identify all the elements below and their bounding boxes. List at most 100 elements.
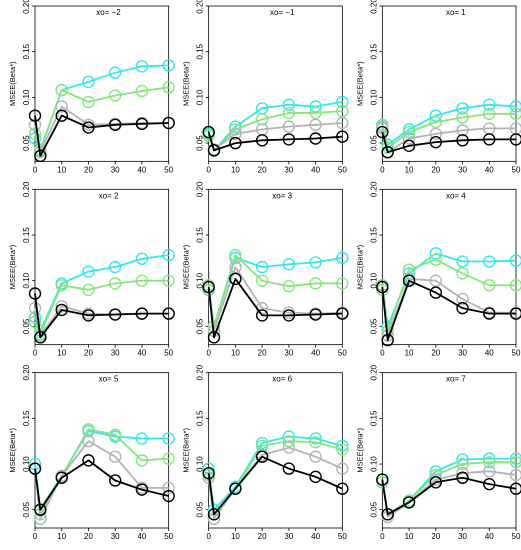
data-point — [483, 133, 496, 146]
data-point — [82, 309, 95, 322]
data-point — [229, 127, 242, 141]
data-point — [162, 452, 175, 465]
plot-frame — [34, 5, 170, 162]
data-point — [55, 300, 68, 313]
x-tick-label: 40 — [137, 532, 146, 541]
y-tick-label: 0.15 — [196, 410, 205, 426]
plot-frame — [208, 5, 343, 162]
y-tick-label: 0.10 — [196, 456, 205, 472]
x-tick-label: 30 — [111, 165, 120, 174]
data-point — [282, 434, 296, 448]
data-point — [34, 503, 47, 516]
x-tick-label: 20 — [84, 532, 93, 541]
y-tick-label: 0.20 — [369, 364, 378, 380]
data-point — [456, 111, 469, 124]
panel-1: xo= −2 0 10 20 30 40 50 0.05 0.10 0.15 0.20 MSEE(Be… — [8, 0, 175, 174]
data-point — [34, 149, 47, 163]
x-tick-label: 50 — [164, 532, 173, 541]
data-point — [207, 144, 221, 157]
data-point — [202, 471, 215, 484]
data-point — [429, 135, 442, 149]
data-point — [429, 127, 442, 141]
x-tick-label: 10 — [231, 349, 240, 358]
data-point — [429, 274, 442, 287]
data-point — [207, 508, 221, 521]
data-point — [135, 307, 149, 320]
x-tick-label: 30 — [284, 349, 293, 358]
data-point — [135, 454, 149, 467]
data-point — [34, 145, 47, 159]
x-tick-label: 40 — [311, 349, 320, 358]
data-point — [456, 134, 469, 147]
data-point — [202, 280, 215, 294]
data-point — [402, 139, 416, 153]
x-tick-label: 50 — [512, 532, 521, 541]
x-tick-label: 50 — [164, 165, 173, 174]
y-tick-label: 0.15 — [22, 227, 31, 243]
plot-frame — [381, 188, 517, 346]
data-point — [282, 279, 296, 293]
x-tick-label: 10 — [405, 532, 414, 541]
data-point — [108, 260, 122, 274]
data-point — [483, 255, 496, 268]
x-tick-label: 40 — [311, 165, 320, 174]
data-point — [456, 267, 469, 280]
data-point — [108, 428, 122, 441]
data-point — [309, 470, 322, 484]
data-point — [309, 118, 322, 131]
y-tick-label: 0.10 — [196, 89, 205, 105]
data-point — [402, 132, 416, 145]
panel-7: xo= 5 0 10 20 30 40 50 0.05 0.10 0.15 0.20 MSEE(Bet… — [8, 364, 175, 541]
x-tick-label: 30 — [458, 532, 467, 541]
series-line-lightgreen — [34, 428, 169, 516]
y-tick-label: 0.10 — [369, 89, 378, 105]
data-point — [82, 75, 95, 89]
panel-4: xo= 2 0 10 20 30 40 50 0.05 0.10 0.15 0.20 MSEE(Bet… — [8, 181, 175, 358]
x-tick-label: 20 — [258, 349, 267, 358]
x-tick-label: 10 — [405, 349, 414, 358]
data-point — [509, 133, 521, 146]
y-tick-label: 0.05 — [196, 501, 205, 517]
y-tick-label: 0.15 — [369, 410, 378, 426]
x-tick-label: 0 — [33, 532, 38, 541]
data-point — [34, 331, 47, 344]
series-line-black — [381, 476, 517, 516]
data-point — [202, 466, 215, 480]
data-point — [336, 439, 349, 452]
data-point — [376, 280, 389, 294]
series-line-gray — [34, 305, 169, 337]
x-tick-label: 30 — [458, 349, 467, 358]
data-point — [135, 483, 149, 496]
y-tick-label: 0.05 — [22, 501, 31, 517]
y-tick-label: 0.05 — [22, 318, 31, 334]
data-point — [336, 116, 349, 130]
data-point — [282, 98, 296, 111]
data-point — [55, 83, 68, 97]
y-axis-label: MSEE(Beta*) — [8, 244, 17, 289]
y-axis-label: MSEE(Beta*) — [182, 61, 191, 106]
series-line-black — [381, 279, 516, 342]
data-point — [229, 482, 242, 495]
data-point — [282, 441, 296, 454]
data-point — [429, 247, 442, 260]
panel-title: xo= 6 — [272, 375, 292, 384]
x-tick-label: 50 — [338, 165, 347, 174]
data-point — [162, 248, 175, 262]
data-point — [509, 254, 521, 267]
data-point — [456, 292, 469, 306]
data-point — [336, 482, 349, 495]
data-point — [336, 251, 349, 265]
data-point — [108, 308, 122, 321]
data-point — [429, 115, 442, 129]
data-point — [135, 432, 149, 445]
data-point — [34, 512, 47, 526]
panel-9: xo= 7 0 10 20 30 40 50 0.05 0.10 0.15 0.20 MSEE(Bet… — [355, 364, 521, 541]
series-line-lightgreen — [34, 279, 169, 335]
data-point — [229, 272, 242, 286]
y-tick-label: 0.05 — [22, 135, 31, 151]
x-tick-label: 50 — [512, 165, 521, 174]
data-point — [509, 307, 521, 320]
series-line-lightgreen — [34, 86, 169, 151]
series-line-black — [207, 277, 343, 339]
